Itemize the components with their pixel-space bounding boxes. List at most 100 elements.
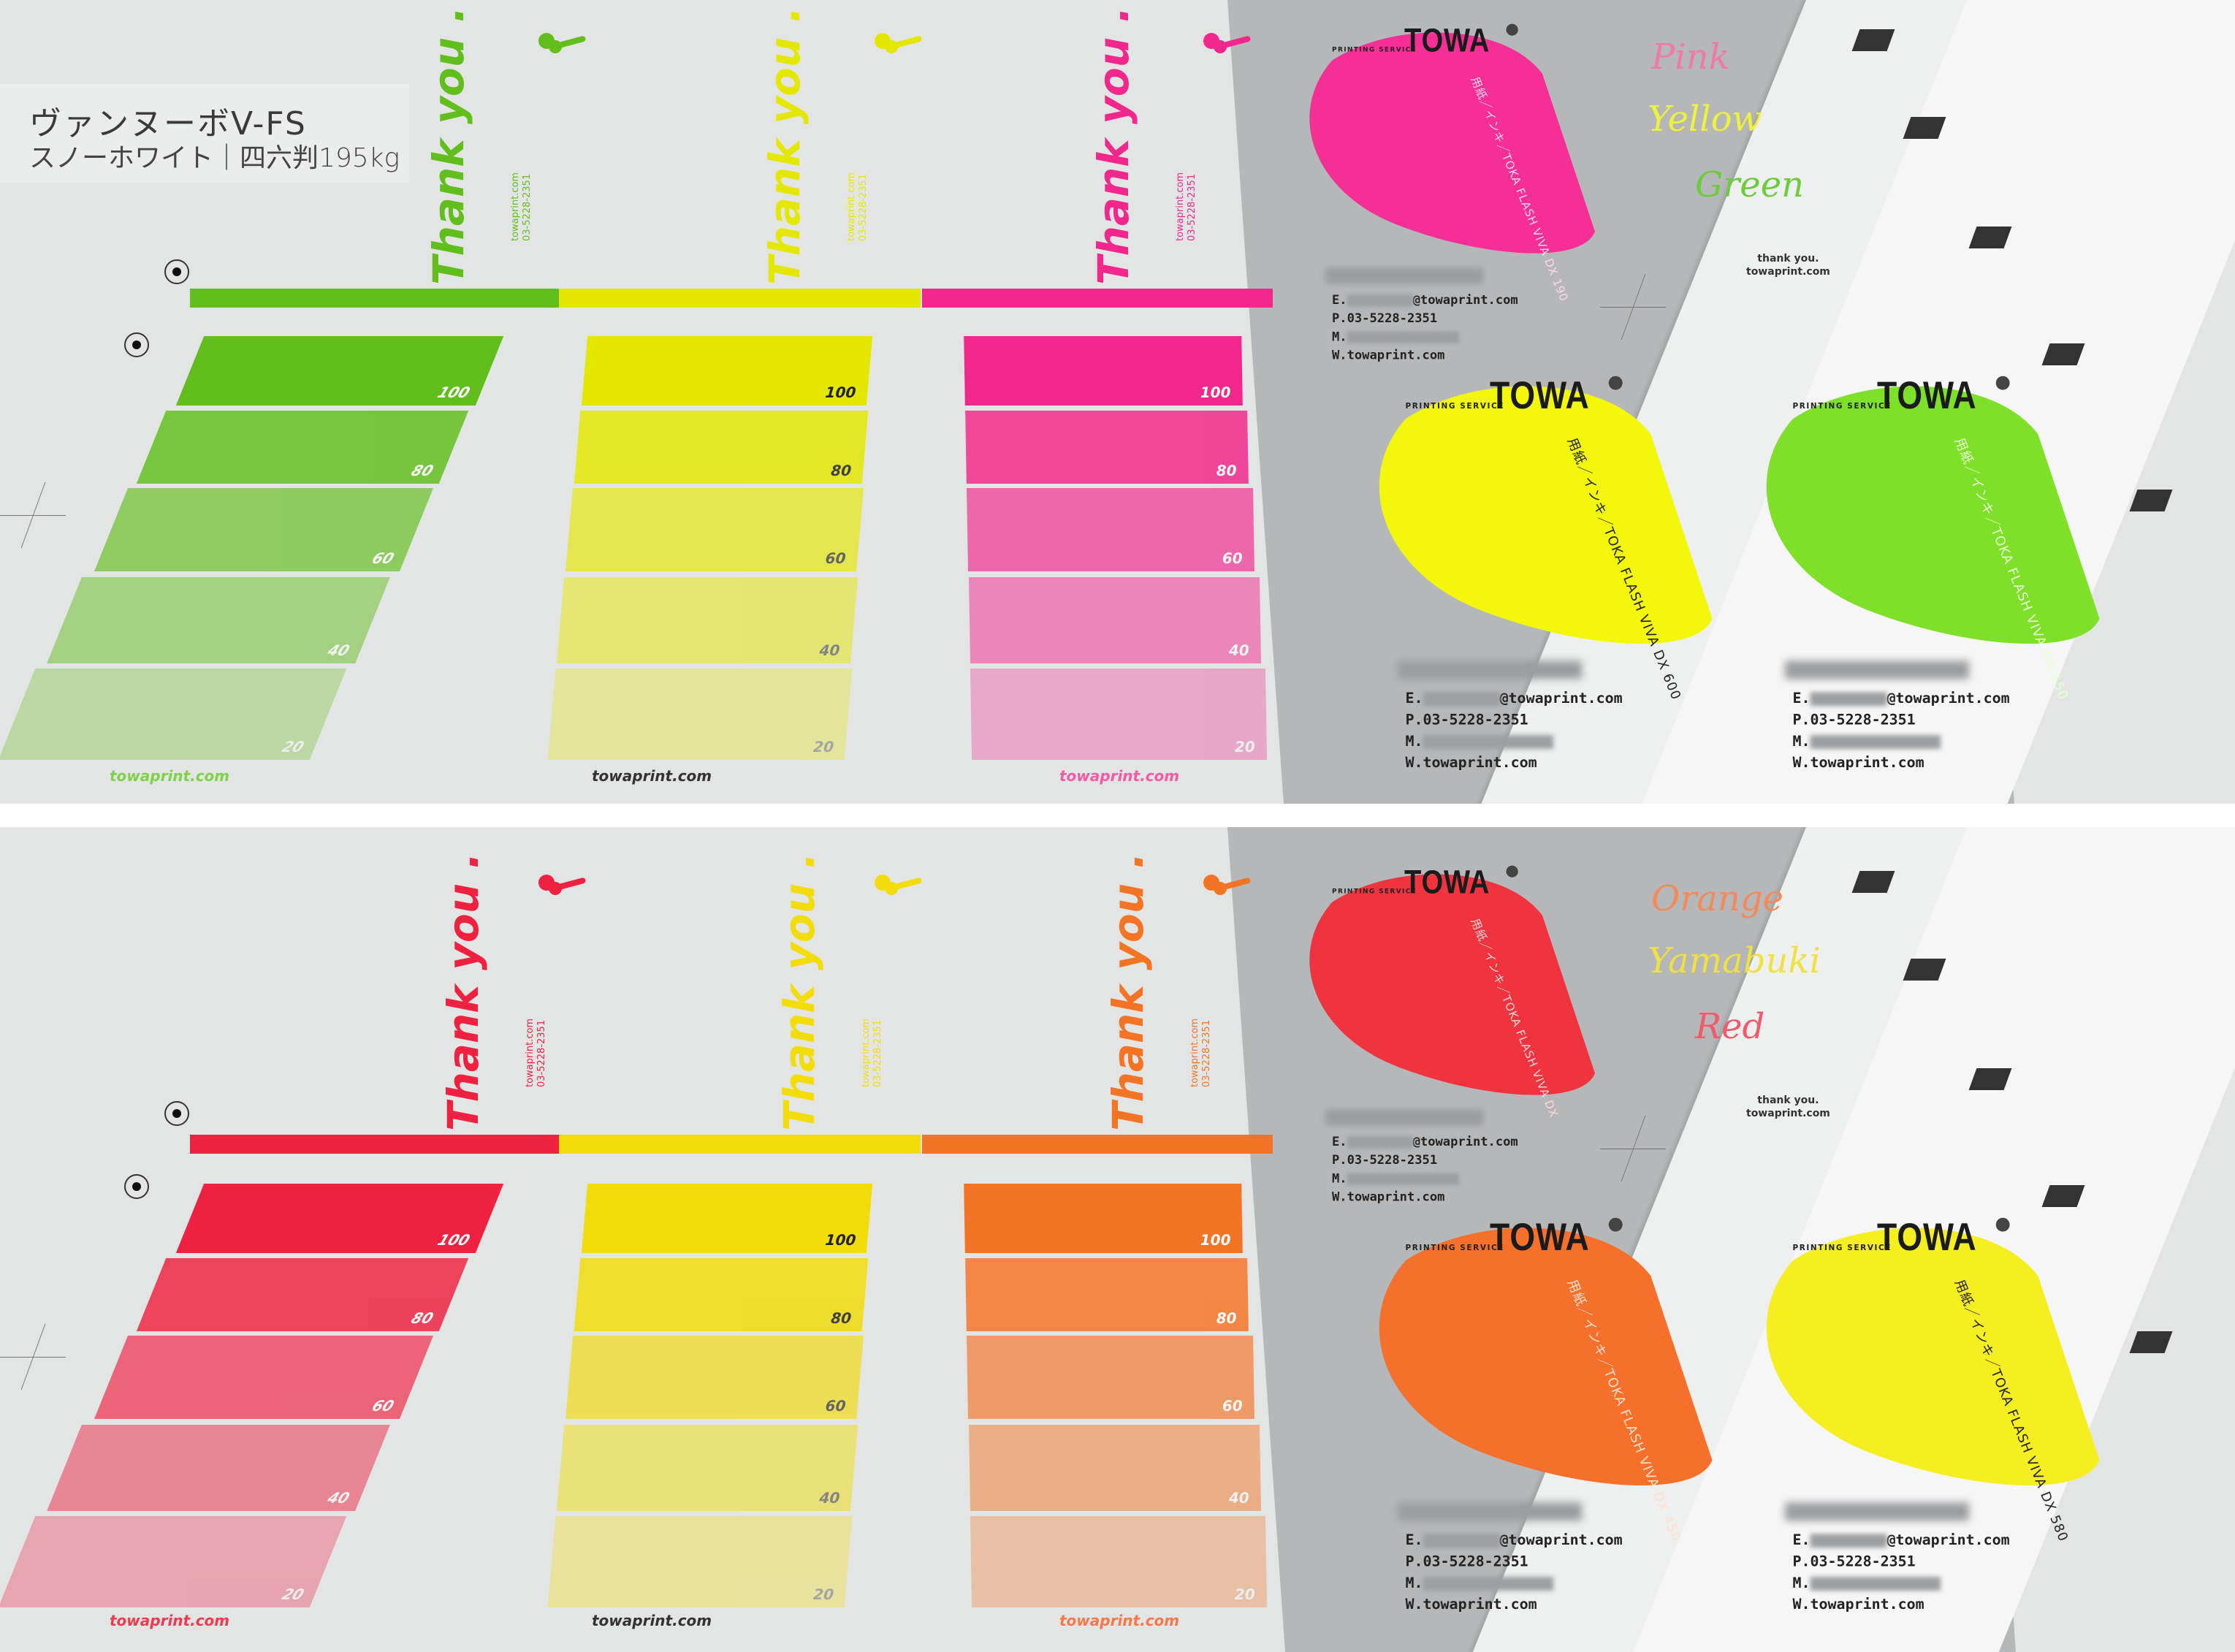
paper-spec: スノーホワイト｜四六判195kg: [29, 143, 400, 173]
contact-line: towaprint.com: [846, 172, 857, 241]
email-prefix: E.: [1405, 1531, 1423, 1549]
towa-logo: TOWA: [1877, 1215, 1977, 1259]
color-name-script: Yamabuki: [1648, 940, 1821, 981]
tint-swatch: 100: [964, 1184, 1243, 1253]
email-line: E. @towaprint.com: [1793, 1529, 2010, 1550]
tint-swatch: 60: [94, 488, 433, 571]
thank-you-text: Thank you .: [1103, 852, 1153, 1131]
tint-swatch: 60: [566, 488, 864, 571]
thank-you-small: thank you.: [1757, 1095, 1819, 1106]
tint-percent-label: 20: [279, 738, 308, 755]
footer-url: towaprint.com: [110, 1612, 230, 1629]
email-domain: @towaprint.com: [1886, 690, 2010, 707]
color-name-script: Red: [1695, 1006, 1765, 1047]
web-line: W.towaprint.com: [1332, 1189, 1445, 1205]
mobile-line: M.: [1332, 327, 1518, 346]
email-redacted: [1423, 1533, 1500, 1548]
thank-you-contact: towaprint.com 03-5228-2351: [525, 1019, 548, 1087]
mobile-prefix: M.: [1792, 732, 1811, 750]
name-redacted: [1785, 661, 1969, 680]
mobile-redacted: [1423, 1576, 1554, 1591]
tint-swatch: 40: [556, 1425, 858, 1511]
tint-percent-label: 100: [1200, 1231, 1231, 1249]
tint-percent-label: 80: [830, 462, 853, 479]
contact-block: E. @towaprint.com P.03-5228-2351 M. W.towapr…: [1406, 1529, 1623, 1615]
tint-percent-label: 60: [369, 549, 397, 567]
footer-url: towaprint.com: [592, 767, 712, 785]
email-domain: @towaprint.com: [1412, 292, 1518, 308]
business-card: PRINTING SERVICE TOWA 用紙／インキ／TOKA FLASH VI…: [1352, 1207, 1781, 1613]
contact-line: 03-5228-2351: [1201, 1019, 1212, 1087]
color-blob: [1766, 386, 2100, 644]
color-blob: [1379, 386, 1713, 644]
tint-percent-label: 20: [812, 1586, 834, 1603]
tint-percent-label: 100: [435, 1231, 473, 1249]
tint-percent-label: 60: [824, 549, 847, 567]
email-redacted: [1810, 1533, 1887, 1548]
tint-swatch: 80: [965, 411, 1249, 484]
tint-percent-label: 60: [369, 1397, 397, 1415]
mobile-redacted: [1347, 1173, 1459, 1185]
mobile-prefix: M.: [1332, 330, 1347, 344]
solid-color-bar: [190, 1135, 559, 1154]
contact-block: E. @towaprint.com P.03-5228-2351 M. W.towapr…: [1406, 688, 1623, 774]
footer-url: towaprint.com: [110, 767, 230, 785]
tint-swatch: 20: [970, 1516, 1268, 1607]
thank-you-card: Thank you . towaprint.com 03-5228-2351: [1089, 7, 1198, 285]
paper-label: ヴァンヌーボV-FS スノーホワイト｜四六判195kg: [0, 84, 409, 183]
thank-you-card: Thank you . towaprint.com 03-5228-2351: [774, 853, 883, 1131]
thank-you-card: Thank you . towaprint.com 03-5228-2351: [1103, 852, 1212, 1131]
thank-you-contact: towaprint.com 03-5228-2351: [1175, 172, 1198, 241]
candy-graphic: [875, 33, 922, 53]
printing-service-text: PRINTING SERVICE: [1405, 1244, 1505, 1252]
mobile-redacted: [1423, 734, 1554, 749]
thank-you-small: thank you.: [1757, 253, 1819, 264]
printing-service-text: PRINTING SERVICE: [1332, 888, 1417, 896]
tint-percent-label: 80: [408, 462, 436, 479]
towa-logo: TOWA: [1490, 373, 1590, 417]
tint-percent-label: 60: [1222, 1397, 1244, 1415]
web-line: W.towaprint.com: [1405, 1596, 1537, 1613]
candy-graphic: [1203, 875, 1251, 895]
printing-service-text: PRINTING SERVICE: [1405, 402, 1505, 411]
thank-you-card: Thank you . towaprint.com 03-5228-2351: [760, 7, 869, 285]
mobile-line: M.: [1793, 731, 2010, 752]
business-card: PRINTING SERVICE TOWA 用紙／インキ／TOKA FLASH VI…: [1286, 856, 1654, 1204]
phone-line: P.03-5228-2351: [1405, 1553, 1528, 1570]
thank-you-note: thank you. towaprint.com: [1746, 252, 1830, 278]
printing-service-text: PRINTING SERVICE: [1332, 46, 1417, 54]
business-card: PRINTING SERVICE TOWA 用紙／インキ／TOKA FLASH VI…: [1739, 1207, 2169, 1613]
thank-you-text: Thank you .: [438, 852, 488, 1131]
color-blob: [1309, 874, 1595, 1095]
tint-percent-label: 60: [824, 1397, 847, 1415]
tint-swatch: 80: [574, 411, 869, 484]
mobile-line: M.: [1406, 731, 1623, 752]
web-line: W.towaprint.com: [1792, 1596, 1924, 1613]
mobile-prefix: M.: [1792, 1574, 1811, 1592]
candy-graphic: [538, 33, 586, 53]
color-blob: [1379, 1227, 1713, 1486]
phone-line: P.03-5228-2351: [1792, 1553, 1916, 1570]
tint-swatch: 100: [964, 336, 1243, 406]
mobile-redacted: [1347, 331, 1459, 343]
email-line: E. @towaprint.com: [1406, 688, 1623, 709]
thank-you-card: Thank you . towaprint.com 03-5228-2351: [438, 852, 547, 1131]
towa-logo-mark: [1995, 376, 2010, 390]
registration-mark: [164, 259, 189, 284]
contact-block: E. @towaprint.com P.03-5228-2351 M. W.towapr…: [1793, 688, 2010, 774]
candy-graphic: [1203, 33, 1251, 53]
tint-percent-label: 80: [1216, 1309, 1237, 1327]
tint-swatch: 40: [47, 577, 391, 663]
crop-mark: [1600, 274, 1666, 340]
contact-block: E. @towaprint.com P.03-5228-2351 M. W.towapr…: [1332, 291, 1518, 365]
candy-graphic: [875, 875, 922, 895]
thank-you-site: towaprint.com: [1746, 1108, 1830, 1119]
tint-percent-label: 40: [325, 642, 353, 659]
tint-swatch: 20: [0, 1516, 347, 1607]
color-name-script: Green: [1695, 164, 1805, 205]
tint-percent-label: 100: [435, 384, 473, 401]
contact-line: 03-5228-2351: [872, 1019, 883, 1087]
tint-percent-label: 100: [1200, 384, 1231, 401]
contact-line: towaprint.com: [1189, 1018, 1200, 1087]
towa-logo: TOWA: [1404, 21, 1490, 59]
